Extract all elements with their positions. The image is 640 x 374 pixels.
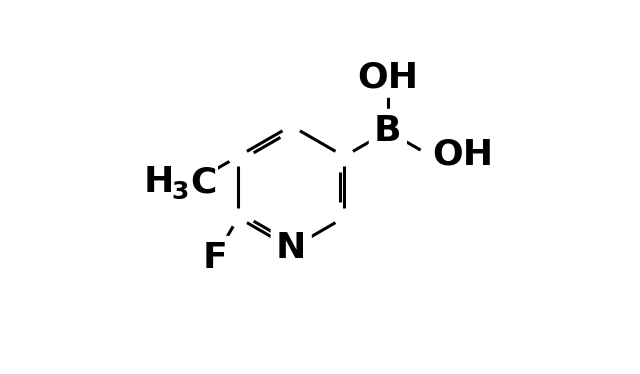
Text: OH: OH xyxy=(432,138,493,172)
Text: B: B xyxy=(374,114,402,148)
Text: F: F xyxy=(202,241,227,275)
Text: N: N xyxy=(276,231,307,265)
Text: C: C xyxy=(190,166,216,199)
Text: 3: 3 xyxy=(172,180,189,204)
Text: H: H xyxy=(143,166,173,199)
Text: OH: OH xyxy=(357,60,419,94)
